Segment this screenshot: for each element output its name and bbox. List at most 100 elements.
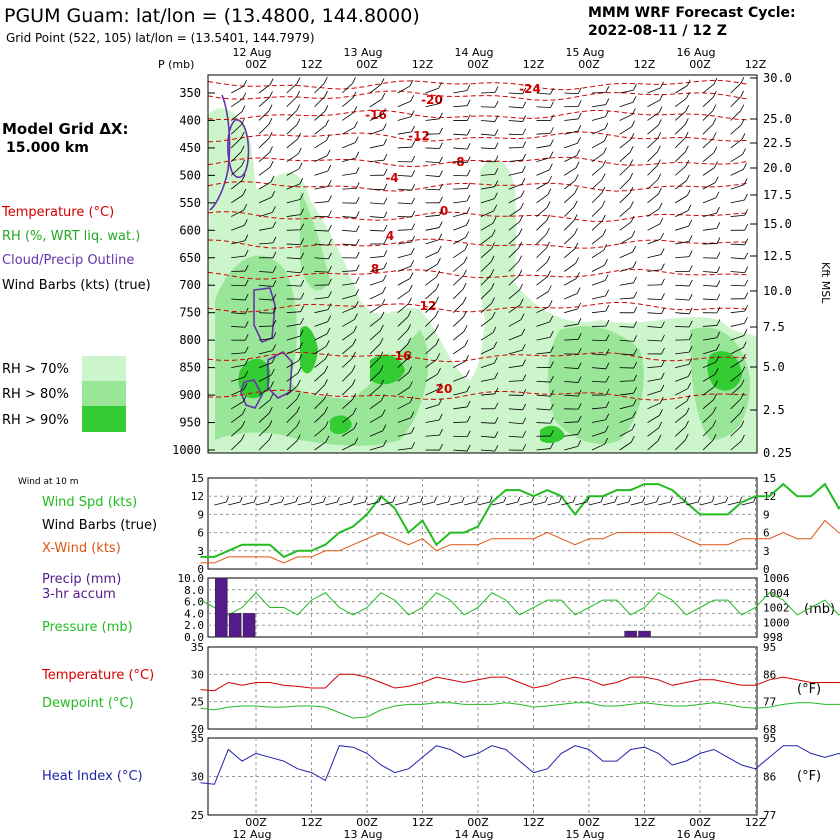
wind-barb-shaft — [702, 426, 714, 437]
wind-barb-shaft — [369, 229, 385, 232]
wind-barb-flag — [632, 411, 637, 418]
wind-barb-flag — [740, 406, 745, 413]
wind-barb-shaft — [702, 83, 715, 94]
wind-barb-flag — [409, 79, 414, 87]
wind-barb-flag — [633, 83, 637, 91]
wind-barb-shaft — [647, 402, 661, 410]
wind-barb-shaft — [536, 306, 550, 314]
surface-wind-barb — [713, 496, 729, 506]
surface-wind-barb-flag — [739, 496, 743, 503]
wind-barb-flag — [519, 215, 524, 222]
wind-barb-shaft — [342, 216, 357, 218]
wind-barb — [425, 156, 443, 164]
wind-barb-flag — [382, 274, 387, 281]
wind-barb-flag — [605, 334, 610, 341]
wind-barb-shaft — [647, 326, 662, 329]
wind-barb-shaft — [425, 227, 440, 231]
wind-barb-shaft — [397, 146, 412, 149]
pressure-tick-label: 500 — [179, 168, 201, 182]
wind-barb — [342, 407, 357, 423]
wind-barb-flag — [300, 223, 305, 230]
surface-wind-barb-shaft — [339, 501, 352, 506]
wind-barb — [730, 90, 745, 108]
wind-barb-shaft — [452, 302, 464, 313]
wind-barb-flag — [439, 112, 443, 120]
wind-barb-flag — [549, 163, 553, 171]
surface-wind-barb — [602, 496, 618, 506]
wind-barb — [480, 204, 498, 217]
surface-wind-barb-flag — [683, 496, 687, 503]
wind-barb-shaft — [591, 179, 603, 190]
pressure-tick-label: 650 — [179, 251, 201, 265]
fahrenheit-label-temp: (°F) — [797, 682, 821, 697]
wind-barb — [342, 313, 358, 327]
wind-barb-flag — [298, 162, 303, 169]
wind-barb — [619, 411, 637, 423]
wind-barb-flag — [603, 134, 608, 142]
wind-barb-flag — [465, 231, 469, 238]
wind-barb-shaft — [397, 265, 411, 272]
wind-barb — [480, 402, 499, 410]
wind-barb-shaft — [702, 412, 714, 423]
wind-barb-flag — [661, 321, 665, 328]
wind-barb — [508, 241, 523, 259]
wind-barb-shaft — [342, 443, 355, 451]
wind-barb — [702, 252, 721, 259]
wind-barb-flag — [268, 433, 273, 441]
hour-tick-label: 12Z — [301, 816, 323, 829]
surface-wind-barb-shaft — [214, 501, 227, 506]
wind-barb-flag — [240, 145, 245, 152]
date-label: 14 Aug — [455, 46, 494, 59]
wind-barb-flag — [659, 409, 663, 416]
wind-barb-flag — [629, 146, 634, 153]
wind-barb-shaft — [258, 84, 271, 94]
y-tick-label: 0.0 — [184, 631, 204, 644]
wind-barb-flag — [466, 142, 471, 150]
wind-barb-flag — [439, 170, 443, 177]
wind-barb-shaft — [674, 137, 686, 149]
wind-barb-flag — [383, 168, 388, 176]
wind-barb — [508, 178, 526, 190]
temperature-contour — [207, 301, 749, 313]
wind-barb-flag — [462, 296, 467, 304]
wind-barb-shaft — [702, 325, 717, 327]
wind-barb-flag — [740, 90, 745, 98]
wind-barb-shaft — [591, 310, 606, 314]
wind-barb — [702, 420, 717, 437]
wind-barb-flag — [272, 266, 277, 273]
wind-barb-flag — [550, 88, 554, 95]
wind-barb-flag — [324, 379, 328, 386]
wind-barb — [452, 325, 468, 341]
wind-barb-flag — [630, 133, 635, 140]
temperature-contour-label: -4 — [385, 171, 398, 185]
wind-barb — [647, 384, 665, 396]
wind-barb-shaft — [453, 360, 466, 368]
wind-barb-flag — [605, 401, 610, 408]
wind-barb-shaft — [258, 152, 270, 162]
wind-barb — [508, 202, 524, 217]
y-tick-label: 8.0 — [184, 584, 204, 597]
wind-barb-shaft — [425, 174, 440, 177]
rh-region — [548, 326, 644, 444]
wind-barb-flag — [436, 353, 441, 360]
wind-barb-flag — [494, 372, 499, 379]
wind-barb — [480, 283, 495, 300]
surface-wind-barb — [477, 496, 493, 506]
wind-barb-flag — [272, 206, 276, 213]
wind-barb-shaft — [480, 378, 495, 382]
wind-barb-flag — [493, 341, 498, 349]
wind-barb — [369, 274, 387, 286]
wind-barb — [675, 235, 693, 245]
wind-barb — [730, 292, 749, 300]
wind-barb-flag — [550, 442, 554, 449]
wind-barb-flag — [744, 252, 749, 260]
wind-barb-flag — [577, 87, 582, 94]
wind-barb — [675, 79, 691, 94]
wind-barb-shaft — [702, 96, 714, 108]
wind-barb-flag — [466, 206, 471, 214]
wind-barb-shaft — [730, 169, 744, 176]
wind-barb-shaft — [536, 394, 551, 397]
wind-barb-shaft — [425, 404, 439, 410]
wind-barb-flag — [630, 201, 634, 208]
